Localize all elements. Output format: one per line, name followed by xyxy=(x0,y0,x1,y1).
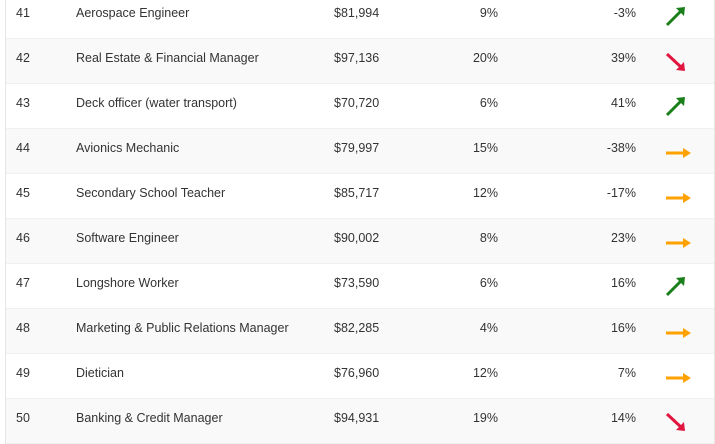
salary: $76,960 xyxy=(334,366,380,380)
table-row: 44 Avionics Mechanic $79,997 15% -38% xyxy=(6,129,714,174)
trend-flat-arrow-icon xyxy=(658,229,692,253)
rank: 48 xyxy=(16,321,30,335)
rank: 47 xyxy=(16,276,30,290)
change: 39% xyxy=(610,51,636,65)
rank: 42 xyxy=(16,51,30,65)
growth: 19% xyxy=(472,411,498,425)
job-title: Marketing & Public Relations Manager xyxy=(76,321,289,335)
table-row: 47 Longshore Worker $73,590 6% 16% xyxy=(6,264,714,309)
salary: $70,720 xyxy=(334,96,380,110)
change: 16% xyxy=(610,276,636,290)
salary: $82,285 xyxy=(334,321,380,335)
job-title: Banking & Credit Manager xyxy=(76,411,223,425)
change: -3% xyxy=(613,6,636,20)
salary: $90,002 xyxy=(334,231,380,245)
change: 41% xyxy=(610,96,636,110)
table-row: 45 Secondary School Teacher $85,717 12% … xyxy=(6,174,714,219)
trend-up-arrow-icon xyxy=(658,4,692,28)
change: 14% xyxy=(610,411,636,425)
job-title: Software Engineer xyxy=(76,231,179,245)
table-row: 50 Banking & Credit Manager $94,931 19% … xyxy=(6,399,714,444)
trend-up-arrow-icon xyxy=(658,274,692,298)
growth: 8% xyxy=(479,231,498,245)
growth: 6% xyxy=(479,96,498,110)
change: 7% xyxy=(617,366,636,380)
change: -38% xyxy=(606,141,636,155)
salary: $94,931 xyxy=(334,411,380,425)
table-row: 41 Aerospace Engineer $81,994 9% -3% xyxy=(6,0,714,39)
salary: $97,136 xyxy=(334,51,380,65)
trend-flat-arrow-icon xyxy=(658,319,692,343)
growth: 15% xyxy=(472,141,498,155)
rank: 46 xyxy=(16,231,30,245)
jobs-table: 41 Aerospace Engineer $81,994 9% -3% 42 … xyxy=(5,0,715,444)
table-row: 46 Software Engineer $90,002 8% 23% xyxy=(6,219,714,264)
growth: 6% xyxy=(479,276,498,290)
change: -17% xyxy=(606,186,636,200)
growth: 4% xyxy=(479,321,498,335)
trend-flat-arrow-icon xyxy=(658,139,692,163)
change: 23% xyxy=(610,231,636,245)
job-title: Aerospace Engineer xyxy=(76,6,190,20)
job-title: Longshore Worker xyxy=(76,276,179,290)
rank: 41 xyxy=(16,6,30,20)
job-title: Dietician xyxy=(76,366,124,380)
growth: 9% xyxy=(479,6,498,20)
rank: 45 xyxy=(16,186,30,200)
growth: 12% xyxy=(472,366,498,380)
salary: $73,590 xyxy=(334,276,380,290)
table-row: 43 Deck officer (water transport) $70,72… xyxy=(6,84,714,129)
job-title: Real Estate & Financial Manager xyxy=(76,51,259,65)
rank: 50 xyxy=(16,411,30,425)
job-title: Secondary School Teacher xyxy=(76,186,226,200)
rank: 43 xyxy=(16,96,30,110)
table-row: 48 Marketing & Public Relations Manager … xyxy=(6,309,714,354)
trend-up-arrow-icon xyxy=(658,94,692,118)
salary: $79,997 xyxy=(334,141,380,155)
job-title: Avionics Mechanic xyxy=(76,141,180,155)
table-row: 49 Dietician $76,960 12% 7% xyxy=(6,354,714,399)
table-row: 42 Real Estate & Financial Manager $97,1… xyxy=(6,39,714,84)
change: 16% xyxy=(610,321,636,335)
job-title: Deck officer (water transport) xyxy=(76,96,237,110)
trend-down-arrow-icon xyxy=(658,409,692,433)
growth: 20% xyxy=(472,51,498,65)
trend-flat-arrow-icon xyxy=(658,364,692,388)
growth: 12% xyxy=(472,186,498,200)
trend-flat-arrow-icon xyxy=(658,184,692,208)
trend-down-arrow-icon xyxy=(658,49,692,73)
rank: 44 xyxy=(16,141,30,155)
salary: $85,717 xyxy=(334,186,380,200)
salary: $81,994 xyxy=(334,6,380,20)
rank: 49 xyxy=(16,366,30,380)
